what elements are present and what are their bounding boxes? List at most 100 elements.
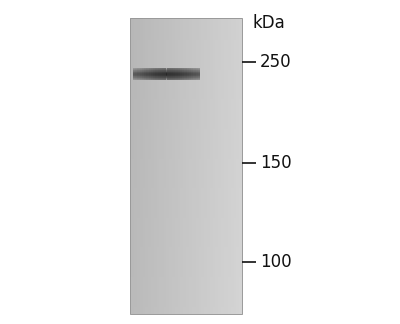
Bar [239,18,241,314]
Bar [196,68,198,80]
Bar [133,71,200,72]
Bar [159,18,161,314]
Bar [185,18,186,314]
Bar [130,151,242,159]
Bar [130,173,242,181]
Bar [175,18,176,314]
Bar [152,18,154,314]
Bar [130,40,242,48]
Bar [225,18,226,314]
Text: 100: 100 [260,253,292,271]
Bar [178,18,179,314]
Bar [158,18,159,314]
Bar [180,68,182,80]
Bar [130,33,242,40]
Bar [146,68,149,80]
Bar [130,255,242,262]
Bar [208,18,210,314]
Bar [220,18,221,314]
Bar [133,73,200,74]
Bar [168,18,169,314]
Bar [130,129,242,136]
Bar [155,18,157,314]
Bar [133,77,200,78]
Bar [182,18,183,314]
Bar [133,69,200,70]
Bar [130,248,242,255]
Bar [151,68,153,80]
Bar [198,68,200,80]
Bar [172,18,174,314]
Bar [199,18,200,314]
Bar [230,18,231,314]
Bar [184,68,186,80]
Bar [165,18,166,314]
Bar [130,77,242,85]
Bar [238,18,239,314]
Bar [160,68,162,80]
Bar [166,18,168,314]
Bar [144,68,146,80]
Bar [142,18,144,314]
Bar [130,85,242,92]
Bar [180,18,182,314]
Bar [130,262,242,270]
Bar [130,136,242,144]
Bar [138,18,140,314]
Bar [187,18,189,314]
Bar [183,18,185,314]
Bar [133,70,200,71]
Bar [130,144,242,151]
Bar [140,68,142,80]
Bar [130,218,242,225]
Bar [162,18,164,314]
Text: kDa: kDa [252,14,285,32]
Bar [130,48,242,55]
Bar [170,18,172,314]
Bar [173,68,176,80]
Bar [214,18,215,314]
Bar [148,18,150,314]
Bar [235,18,236,314]
Bar [130,203,242,210]
Bar [130,92,242,99]
Bar [146,18,147,314]
Bar [197,18,198,314]
Bar [186,68,189,80]
Bar [200,18,202,314]
Bar [130,18,131,314]
Bar [130,63,242,70]
Bar [204,18,206,314]
Bar [130,210,242,218]
Bar [191,68,193,80]
Bar [193,68,196,80]
Bar [130,25,242,33]
Bar [228,18,230,314]
Bar [171,68,173,80]
Bar [135,68,138,80]
Bar [134,18,136,314]
Bar [141,18,142,314]
Bar [193,18,194,314]
Bar [155,68,158,80]
Text: 250: 250 [260,53,292,71]
Bar [133,68,200,69]
Bar [217,18,218,314]
Bar [130,122,242,129]
Bar [142,68,144,80]
Bar [169,18,170,314]
Bar [130,99,242,107]
Bar [130,233,242,240]
Bar [144,18,146,314]
Bar [133,68,135,80]
Bar [231,18,232,314]
Bar [192,18,193,314]
Bar [137,18,138,314]
Bar [215,18,217,314]
Bar [130,159,242,166]
Bar [211,18,213,314]
Bar [133,78,200,79]
Bar [133,76,200,77]
Bar [174,18,175,314]
Bar [203,18,204,314]
